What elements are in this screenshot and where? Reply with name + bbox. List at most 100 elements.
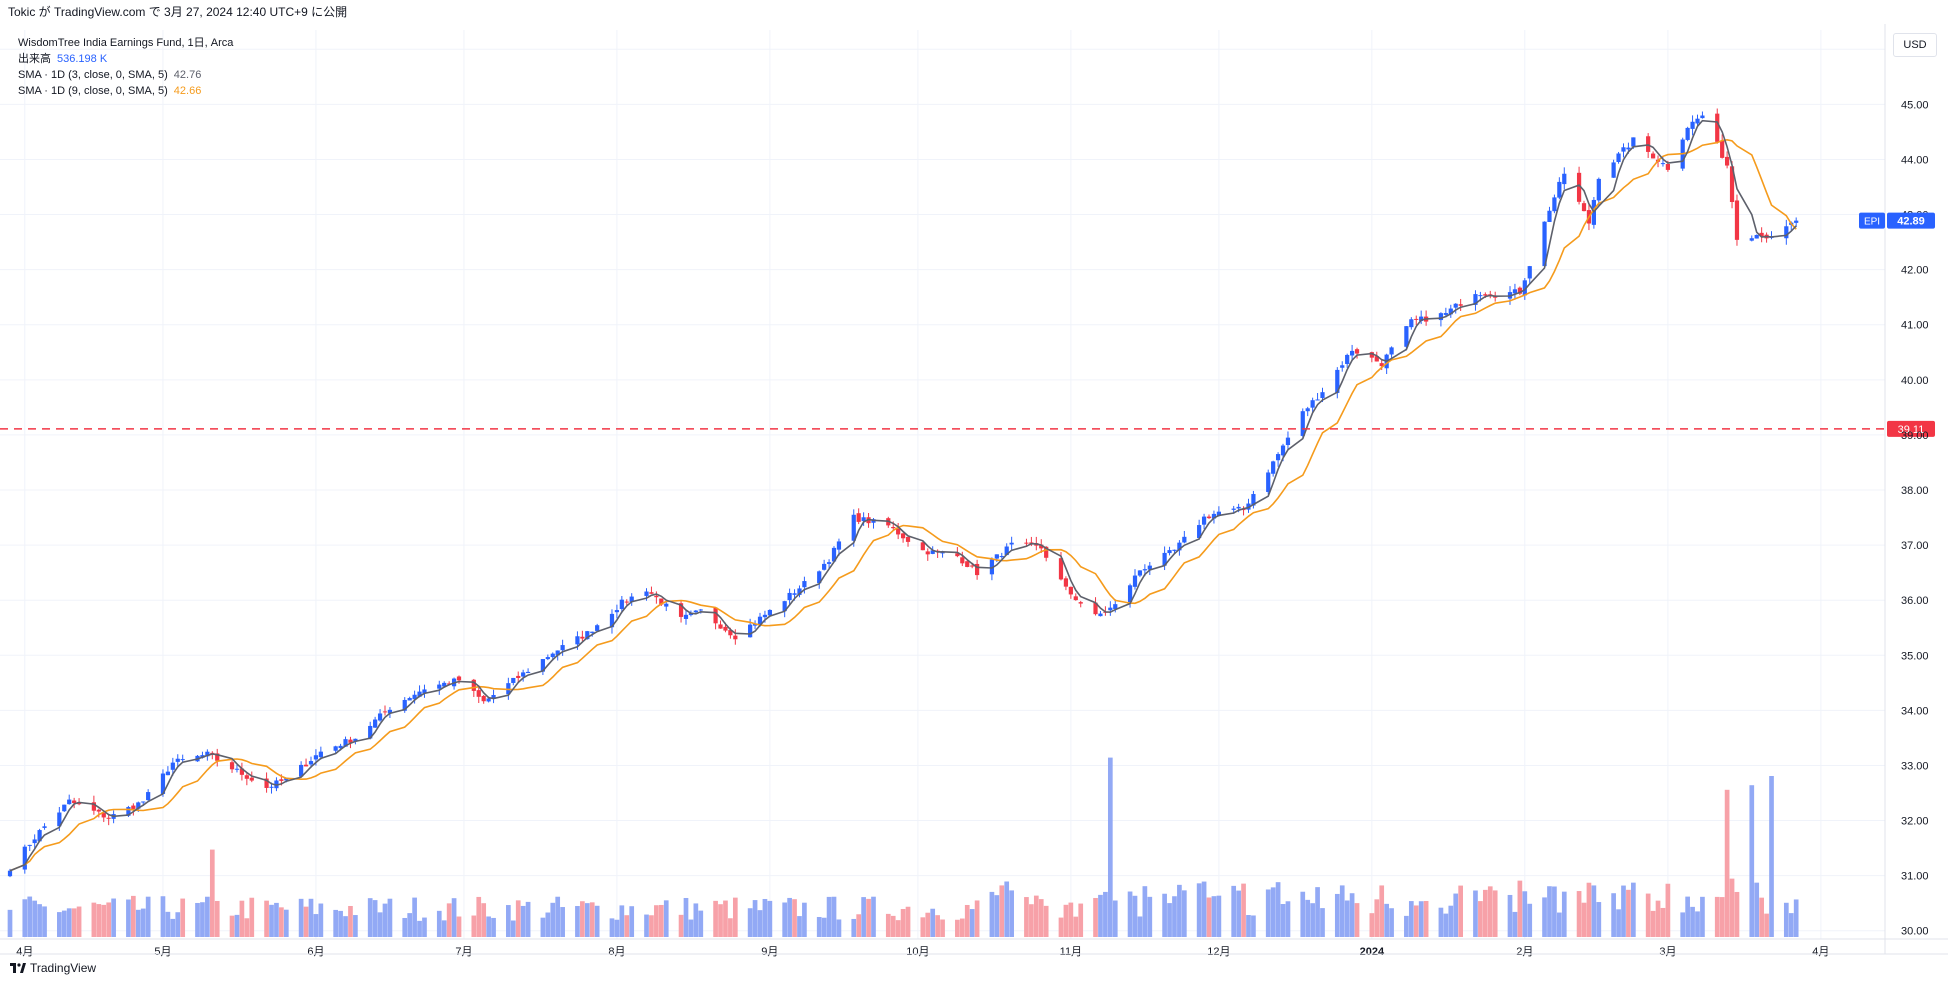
candle bbox=[1098, 610, 1103, 617]
currency-button[interactable]: USD bbox=[1893, 33, 1937, 57]
tradingview-logo[interactable]: TradingView bbox=[10, 958, 96, 978]
volume-bar bbox=[1453, 893, 1459, 937]
candle-body bbox=[1734, 200, 1740, 240]
candle bbox=[540, 659, 546, 676]
volume-bar bbox=[1004, 881, 1010, 937]
volume-bar bbox=[1038, 899, 1044, 937]
candle-body bbox=[1794, 220, 1799, 223]
candle-body bbox=[787, 592, 792, 601]
candle-body bbox=[264, 778, 269, 788]
volume-bar bbox=[683, 897, 689, 937]
candle bbox=[1340, 361, 1345, 372]
candle bbox=[1137, 570, 1143, 578]
volume-bar bbox=[510, 920, 516, 937]
volume-bar bbox=[7, 909, 13, 937]
candle-body bbox=[1335, 369, 1340, 393]
volume-bar bbox=[1695, 911, 1700, 937]
volume-bar bbox=[614, 919, 620, 937]
volume-bar bbox=[762, 898, 768, 937]
candle-body bbox=[1172, 549, 1177, 551]
candle-body bbox=[525, 671, 531, 674]
candle-body bbox=[733, 635, 738, 640]
volume-bar bbox=[1384, 903, 1389, 937]
volume-bar bbox=[407, 913, 413, 937]
volume-bar bbox=[515, 900, 521, 937]
candle bbox=[1147, 561, 1152, 575]
candle-body bbox=[353, 738, 358, 742]
volume-bar bbox=[1172, 896, 1177, 937]
candle-body bbox=[718, 624, 723, 629]
volume-bar bbox=[1626, 889, 1631, 937]
volume-bar bbox=[550, 902, 556, 937]
candle-body bbox=[1320, 392, 1325, 398]
candle-body bbox=[308, 761, 314, 765]
candle-body bbox=[27, 844, 32, 846]
volume-bar bbox=[333, 909, 339, 937]
candle bbox=[782, 600, 787, 618]
volume-bar bbox=[584, 903, 590, 937]
volume-bar bbox=[283, 909, 289, 937]
candle-body bbox=[333, 746, 338, 751]
candle bbox=[851, 509, 856, 547]
volume-bar bbox=[209, 849, 215, 937]
volume-bar bbox=[1270, 887, 1276, 937]
horizontal-line[interactable]: 39.11 bbox=[0, 420, 1935, 437]
candle-body bbox=[974, 563, 980, 576]
candle-body bbox=[1665, 163, 1671, 170]
candle bbox=[516, 671, 521, 683]
candle bbox=[580, 630, 585, 642]
volume-bar bbox=[1423, 900, 1429, 937]
volume-bar bbox=[1201, 881, 1207, 937]
volume-bar bbox=[1112, 900, 1118, 937]
candle bbox=[1409, 317, 1414, 330]
candle-body bbox=[91, 802, 96, 811]
candle bbox=[1650, 151, 1656, 159]
volume-bar bbox=[1418, 901, 1424, 937]
volume-bar bbox=[1591, 885, 1597, 937]
volume-bar bbox=[71, 908, 77, 937]
volume-bar bbox=[96, 904, 102, 937]
volume-bar bbox=[101, 904, 107, 937]
candle-body bbox=[249, 777, 254, 781]
y-tick-label: 42.00 bbox=[1901, 265, 1929, 277]
candle-body bbox=[797, 588, 802, 595]
candle-body bbox=[131, 805, 136, 809]
candle-body bbox=[550, 653, 555, 658]
volume-bar bbox=[663, 900, 669, 937]
candle-body bbox=[373, 719, 378, 728]
volume-bar bbox=[644, 914, 649, 937]
price-chart[interactable]: 39.11 30.00 31.00 32.00 33.00 34.00 35.00 36.0… bbox=[0, 24, 1948, 985]
candle bbox=[491, 689, 496, 704]
volume-bar bbox=[481, 903, 487, 937]
volume-bar bbox=[1517, 880, 1523, 937]
candle-body bbox=[244, 775, 249, 779]
volume-bar bbox=[1719, 897, 1725, 937]
y-tick-label: 34.00 bbox=[1901, 705, 1929, 717]
candle-body bbox=[442, 682, 447, 687]
x-tick-label: 11月 bbox=[1060, 946, 1082, 958]
candle-body bbox=[1660, 163, 1666, 165]
volume-bar bbox=[165, 911, 171, 937]
volume-bar bbox=[1616, 909, 1621, 937]
candle-body bbox=[1349, 350, 1355, 356]
candle-body bbox=[1271, 461, 1276, 474]
candle-body bbox=[1616, 153, 1621, 163]
candle bbox=[1251, 490, 1256, 509]
candle bbox=[654, 591, 659, 604]
candle-body bbox=[1147, 565, 1152, 570]
volume-bar bbox=[200, 902, 205, 937]
candle bbox=[215, 748, 220, 767]
y-tick-label: 38.00 bbox=[1901, 485, 1929, 497]
volume-bar bbox=[106, 902, 112, 937]
volume-bar bbox=[1305, 899, 1311, 937]
candle bbox=[1009, 536, 1014, 550]
candle-body bbox=[891, 526, 896, 529]
candle bbox=[1285, 431, 1291, 451]
candle-body bbox=[1552, 197, 1557, 212]
candle bbox=[42, 823, 47, 830]
candle-body bbox=[1562, 173, 1567, 185]
legend-sma-fast-value: 42.76 bbox=[173, 69, 202, 81]
candle bbox=[333, 745, 338, 754]
volume-bar bbox=[441, 920, 447, 937]
candle-body bbox=[1596, 178, 1601, 201]
